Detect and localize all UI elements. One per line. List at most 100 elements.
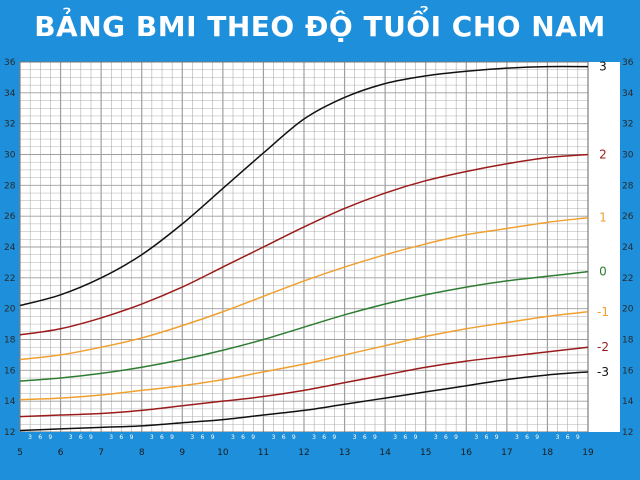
x-subtick-label: 3	[69, 434, 73, 441]
x-tick-label: 5	[17, 448, 23, 458]
x-subtick-label: 3	[474, 434, 478, 441]
chart-title: BẢNG BMI THEO ĐỘ TUỔI CHO NAM	[34, 10, 606, 43]
x-subtick-label: 3	[312, 434, 316, 441]
x-tick-label: 11	[258, 448, 269, 458]
series-label-0: 0	[599, 265, 607, 279]
x-subtick-label: 6	[38, 434, 42, 441]
y-tick-label: 34	[4, 89, 16, 99]
x-subtick-label: 6	[241, 434, 245, 441]
x-subtick-label: 3	[393, 434, 397, 441]
x-subtick-label: 3	[109, 434, 113, 441]
y-tick-label: 14	[4, 397, 16, 407]
y-tick-label-right: 32	[622, 120, 633, 130]
series-line-0	[19, 270, 589, 382]
x-subtick-label: 6	[160, 434, 164, 441]
y-tick-label-right: 20	[622, 305, 634, 315]
x-subtick-label: 9	[170, 434, 174, 441]
right-label-area	[588, 62, 620, 432]
series-label-3: 3	[599, 60, 607, 74]
series-line--2	[19, 346, 589, 418]
x-subtick-label: 9	[414, 434, 418, 441]
y-tick-label: 12	[4, 428, 15, 438]
x-subtick-label: 6	[282, 434, 286, 441]
x-subtick-label: 6	[322, 434, 326, 441]
x-tick-label: 12	[298, 448, 309, 458]
x-subtick-label: 9	[48, 434, 52, 441]
x-subtick-label: 9	[535, 434, 539, 441]
series-labels: 3 2 1 0 -1 -2 -3	[597, 60, 609, 379]
y-tick-label: 26	[4, 212, 16, 222]
x-subtick-label: 9	[251, 434, 255, 441]
y-tick-label: 28	[4, 181, 16, 191]
series-lines	[19, 65, 589, 432]
series-label--3: -3	[597, 365, 609, 379]
x-subtick-label: 3	[231, 434, 235, 441]
y-tick-label-right: 26	[622, 212, 634, 222]
x-subtick-label: 6	[566, 434, 570, 441]
y-tick-label-right: 36	[622, 58, 634, 68]
y-tick-label: 18	[4, 336, 16, 346]
x-subtick-label: 6	[201, 434, 205, 441]
x-subtick-label: 9	[130, 434, 134, 441]
x-subtick-label: 3	[190, 434, 194, 441]
y-tick-label: 24	[4, 243, 16, 253]
series-line--3	[19, 371, 589, 432]
x-subtick-label: 6	[363, 434, 367, 441]
series-label-1: 1	[599, 211, 607, 225]
y-tick-label-right: 28	[622, 181, 634, 191]
grid	[19, 61, 589, 433]
y-tick-label-right: 22	[622, 274, 633, 284]
y-tick-label: 32	[4, 120, 15, 130]
series-line-1	[19, 216, 589, 361]
y-tick-label-right: 30	[622, 151, 634, 161]
y-tick-label-right: 34	[622, 89, 634, 99]
x-subtick-label: 9	[373, 434, 377, 441]
y-tick-label-right: 24	[622, 243, 634, 253]
x-subtick-label: 6	[485, 434, 489, 441]
x-axis: 5 6 7 8 9 10 11 12 13 14 15 16 17 18 19	[17, 448, 594, 458]
x-subtick-label: 9	[495, 434, 499, 441]
x-subtick-label: 3	[150, 434, 154, 441]
x-subtick-label: 9	[89, 434, 93, 441]
x-subtick-label: 6	[119, 434, 123, 441]
x-subtick-label: 3	[434, 434, 438, 441]
y-tick-label-right: 14	[622, 397, 634, 407]
y-tick-label-right: 16	[622, 366, 634, 376]
y-tick-label: 20	[4, 305, 16, 315]
x-subtick-label: 9	[211, 434, 215, 441]
y-axis-left: 12 14 16 18 20 22 24 26 28 30 32 34 36	[4, 58, 16, 438]
x-subtick-label: 3	[515, 434, 519, 441]
series-label--2: -2	[597, 340, 609, 354]
x-tick-label: 8	[139, 448, 145, 458]
x-tick-label: 13	[339, 448, 350, 458]
x-subtick-label: 6	[525, 434, 529, 441]
x-subtick-label: 3	[272, 434, 276, 441]
series-label-2: 2	[599, 148, 607, 162]
series-label--1: -1	[597, 305, 609, 319]
series-line--1	[19, 311, 589, 401]
subtick-band	[20, 432, 588, 442]
x-subtick-label: 6	[79, 434, 83, 441]
x-subtick-label: 9	[332, 434, 336, 441]
y-tick-label-right: 18	[622, 336, 634, 346]
series-line-2	[19, 153, 589, 336]
x-subtick-label: 6	[403, 434, 407, 441]
y-tick-label: 16	[4, 366, 16, 376]
x-tick-label: 10	[217, 448, 229, 458]
x-tick-label: 18	[542, 448, 554, 458]
x-tick-label: 17	[501, 448, 512, 458]
x-subtick-label: 9	[576, 434, 580, 441]
x-tick-label: 19	[582, 448, 594, 458]
x-subtick-label: 3	[556, 434, 560, 441]
x-tick-label: 14	[379, 448, 391, 458]
x-subtick-label: 9	[454, 434, 458, 441]
x-tick-label: 16	[461, 448, 473, 458]
x-tick-label: 7	[98, 448, 104, 458]
x-tick-label: 9	[179, 448, 185, 458]
x-tick-label: 6	[58, 448, 64, 458]
x-tick-label: 15	[420, 448, 431, 458]
x-subtick-label: 3	[28, 434, 32, 441]
y-tick-label-right: 12	[622, 428, 633, 438]
y-tick-label: 30	[4, 151, 16, 161]
